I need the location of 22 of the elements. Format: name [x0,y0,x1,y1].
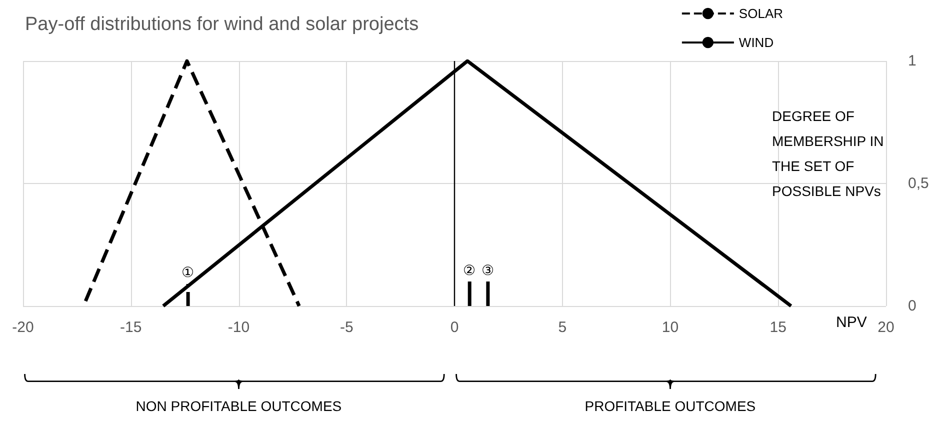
x-tick-label: 5 [558,319,567,336]
x-tick-label: 0 [450,319,459,336]
text: NON PROFITABLE OUTCOMES [136,398,342,414]
x-tick-label: -5 [340,319,354,336]
y-axis-title: DEGREE OF MEMBERSHIP IN THE SET OF POSSIBLE NPVs [772,106,885,200]
chart-title: Pay-off distributions for wind and solar projects [25,14,419,35]
y-tick-label: 1 [908,52,916,70]
text: PROFITABLE OUTCOMES [584,398,756,414]
y-tick-label: 0,5 [908,175,929,192]
legend-label: SOLAR [738,6,784,21]
annotation: ③ [481,262,494,278]
x-tick-label: 10 [662,319,679,336]
legend-label: WIND [738,35,774,50]
x-tick-label: -20 [12,319,34,336]
x-axis-title: NPV [836,314,867,331]
y-tick-label: 0 [908,298,916,314]
x-tick-label: -10 [228,319,250,336]
x-tick-label: -15 [120,319,142,336]
annotation: ② [463,262,476,278]
x-tick-label: 20 [878,319,894,336]
annotation: ① [182,264,195,280]
x-tick-label: 15 [770,319,786,336]
